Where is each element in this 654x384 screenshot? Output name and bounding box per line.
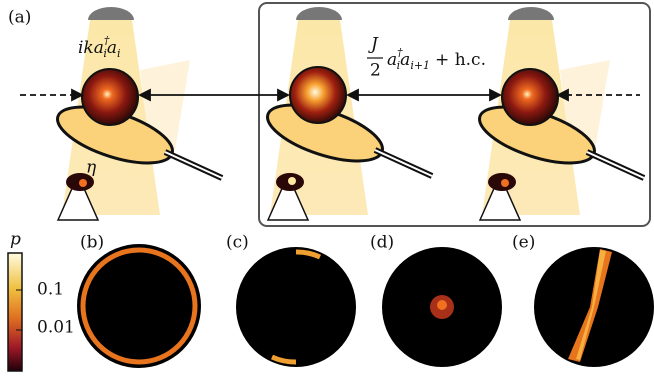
site xyxy=(51,7,222,220)
term: a xyxy=(387,50,397,70)
colorbar-label: p xyxy=(10,230,21,250)
colorbar-tick-label: 0.01 xyxy=(37,318,75,338)
term: a xyxy=(107,38,117,58)
term: + h.c. xyxy=(435,50,486,70)
frac-den: 2 xyxy=(370,61,381,81)
site xyxy=(261,7,432,220)
hopping-term: a†iai+1+ h.c. xyxy=(387,46,486,72)
panel-label: (e) xyxy=(512,233,535,253)
blob xyxy=(437,300,447,310)
panel-label: (a) xyxy=(8,8,31,28)
term: a xyxy=(400,50,410,70)
frac-num: J xyxy=(368,35,379,55)
phase-space xyxy=(77,244,201,368)
detector-label: η xyxy=(86,158,97,178)
figure: (a) ika†iai J 2 a†iai+1+ h xyxy=(0,0,654,384)
phase-space xyxy=(236,247,356,367)
term: ika xyxy=(78,38,104,58)
colorbar xyxy=(8,253,22,371)
panel-label: (c) xyxy=(226,233,249,253)
onsite-term: ika†iai xyxy=(78,34,121,60)
colorbar-tick-label: 0.1 xyxy=(37,280,64,300)
panel-label: (b) xyxy=(80,233,104,253)
panel-label: (d) xyxy=(370,233,394,253)
term-sub: i xyxy=(117,47,121,60)
site xyxy=(473,7,644,220)
term-sub: i+1 xyxy=(410,59,430,72)
